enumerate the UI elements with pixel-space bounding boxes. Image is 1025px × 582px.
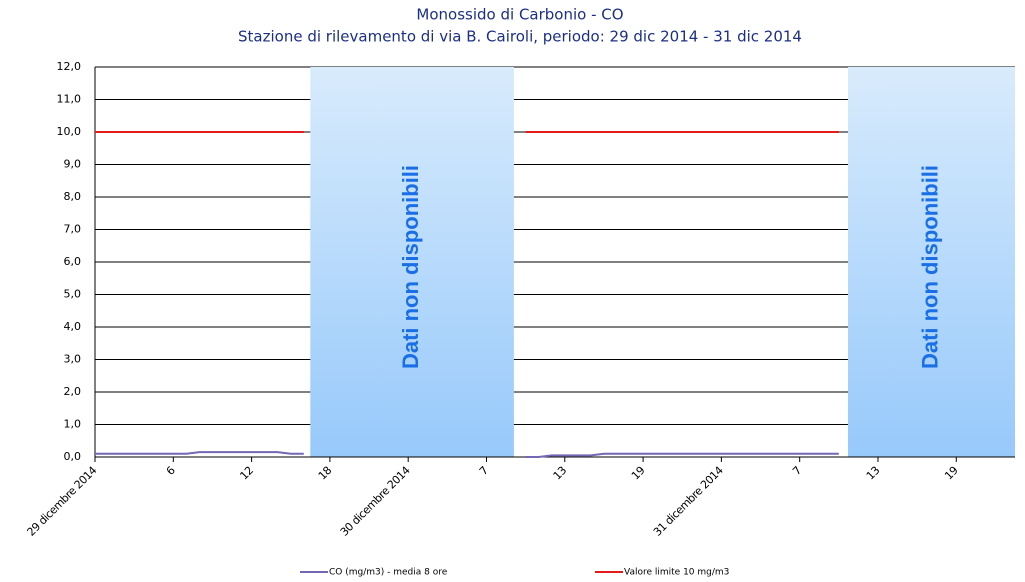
series-line [95,451,839,458]
no-data-band [310,67,514,457]
x-tick-label: 19 [629,464,648,483]
x-tick-label: 13 [551,464,570,483]
y-tick-label: 0,0 [64,450,82,463]
y-tick-label: 11,0 [57,93,82,106]
legend-label: Valore limite 10 mg/m3 [624,568,729,578]
y-tick-label: 1,0 [64,418,82,431]
y-tick-label: 12,0 [57,60,82,73]
x-tick-label: 7 [790,464,804,478]
y-tick-label: 7,0 [64,223,82,236]
x-tick-label: 13 [864,464,883,483]
x-tick-label: 29 dicembre 2014 [25,464,100,539]
band-label: Dati non disponibili [917,165,942,369]
no-data-band [847,67,1015,457]
x-tick-label: 6 [164,464,178,478]
y-tick-label: 10,0 [57,125,82,138]
y-tick-label: 4,0 [64,320,82,333]
y-tick-label: 5,0 [64,288,82,301]
band-label: Dati non disponibili [398,165,423,369]
x-tick-label: 18 [316,464,335,483]
y-tick-label: 2,0 [64,385,82,398]
x-tick-label: 19 [942,464,961,483]
chart-subtitle: Stazione di rilevamento di via B. Cairol… [238,28,802,46]
x-tick-label: 30 dicembre 2014 [338,464,413,539]
y-tick-label: 6,0 [64,255,82,268]
y-tick-label: 9,0 [64,158,82,171]
y-tick-label: 3,0 [64,353,82,366]
y-tick-label: 8,0 [64,190,82,203]
x-tick-label: 7 [477,464,491,478]
chart-title: Monossido di Carbonio - CO [416,6,623,24]
x-tick-label: 12 [237,464,255,482]
x-tick-label: 31 dicembre 2014 [651,464,726,539]
legend-label: CO (mg/m3) - media 8 ore [329,568,448,578]
